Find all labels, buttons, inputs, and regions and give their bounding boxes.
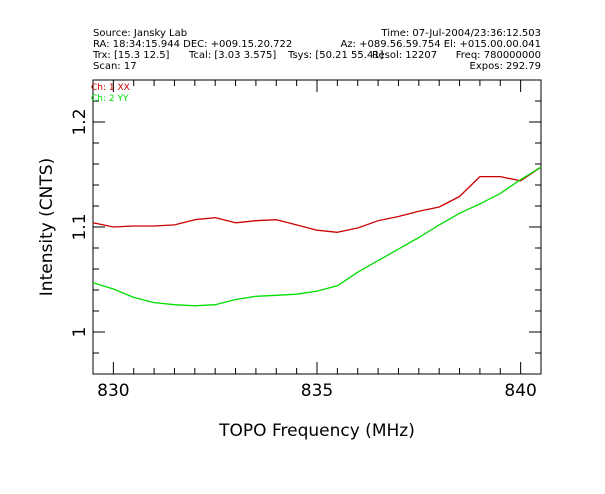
resol-label: Resol: 12207	[372, 50, 438, 61]
series-layer	[92, 166, 542, 307]
tsys-label: Tsys: [50.21 55.41]	[288, 50, 384, 61]
x-axis-title: TOPO Frequency (MHz)	[218, 421, 415, 441]
y-tick-label: 1.2	[70, 108, 90, 135]
axis-ticks	[92, 79, 542, 375]
ra-dec-label: RA: 18:34:15.944 DEC: +009.15.20.722	[93, 39, 293, 50]
expos-label: Expos: 292.79	[469, 61, 541, 72]
freq-label: Freq: 780000000	[455, 50, 541, 61]
y-tick-label: 1.1	[70, 213, 90, 240]
plot-frame	[92, 79, 542, 375]
x-tick-label: 830	[97, 381, 129, 401]
legend-ch2: Ch: 2 YY	[91, 94, 129, 104]
y-axis-title: Intensity (CNTS)	[37, 158, 57, 296]
legend-ch1: Ch: 1 XX	[91, 83, 130, 93]
tick-labels: 830 835 840 1 1.1 1.2	[70, 108, 537, 401]
time-label: Time: 07-Jul-2004/23:36:12.503	[381, 28, 541, 39]
source-label: Source: Jansky Lab	[93, 28, 188, 39]
x-tick-label: 840	[504, 381, 536, 401]
az-el-label: Az: +089.56.59.754 El: +015.00.00.041	[340, 39, 541, 50]
trx-label: Trx: [15.3 12.5]	[93, 50, 170, 61]
series-line-1	[92, 166, 542, 233]
series-line-2	[92, 166, 542, 307]
x-tick-label: 835	[301, 381, 333, 401]
y-tick-label: 1	[70, 327, 90, 338]
tcal-label: Tcal: [3.03 3.575]	[189, 50, 277, 61]
scan-label: Scan: 17	[93, 61, 137, 72]
